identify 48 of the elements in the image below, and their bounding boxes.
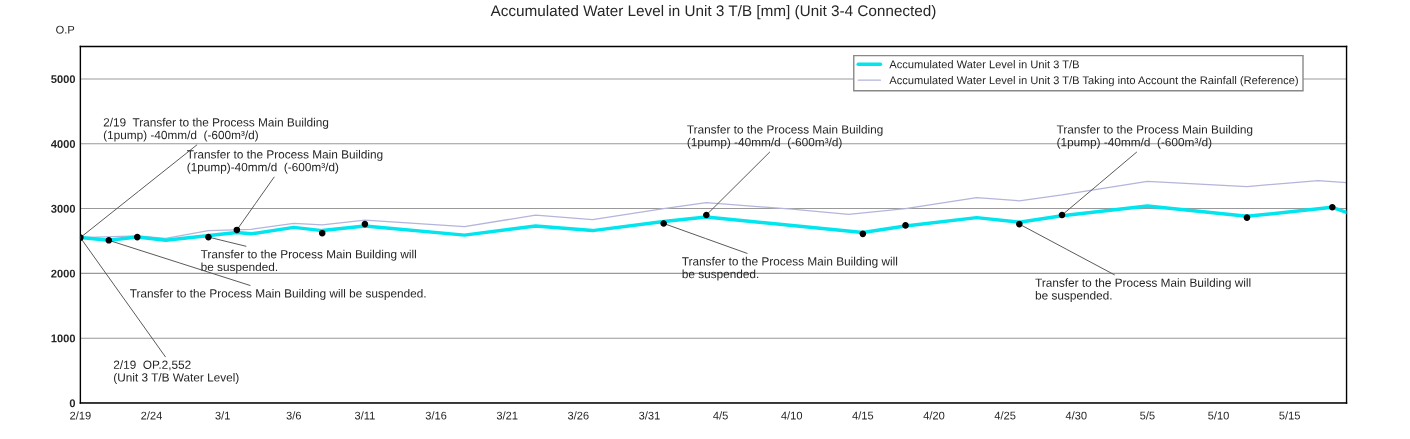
x-tick-label: 3/11 (354, 411, 375, 420)
x-tick-label: 4/25 (994, 411, 1016, 420)
x-tick-label: 4/15 (852, 411, 874, 420)
point (318, 229, 326, 237)
y-tick-label: 4000 (50, 140, 76, 148)
point (1243, 214, 1251, 221)
annotation: Transfer to the Process Main Building will be suspended. (130, 288, 426, 300)
x-tick-label: 4/20 (923, 411, 945, 420)
annotation: Transfer to the Process Main Building (1pump)-40mm/d (-600m³/d) (186, 149, 383, 174)
x-tick-label: 3/1 (215, 411, 230, 420)
x-tick-label: 3/16 (425, 411, 447, 420)
annotation: Transfer to the Process Main Building will be suspended. (1035, 278, 1251, 302)
y-tick-label: 0 (69, 399, 76, 408)
legend-label: Accumulated Water Level in Unit 3 T/B Taking into Account the Rainfall (Reference) (889, 76, 1298, 87)
point (1329, 203, 1336, 211)
x-tick-label: 2/24 (141, 411, 162, 420)
annotation: 2/19 OP.2,552 (Unit 3 T/B Water Level) (113, 360, 239, 384)
legend-label: Accumulated Water Level in Unit 3 T/B (889, 60, 1079, 69)
chart-title: Accumulated Water Level in Unit 3 T/B [mm] (Unit 3-4 Connected) (490, 4, 936, 20)
y-tick-label: 3000 (51, 204, 76, 213)
annotation: 2/19 Transfer to the Process Main Building (1pump) -40mm/d (-600m³/d) (103, 117, 329, 142)
x-tick-label: 3/31 (639, 411, 660, 420)
x-tick-label: 5/10 (1208, 411, 1229, 420)
point (859, 230, 867, 238)
annotation: Transfer to the Process Main Building (1pump) -40mm/d (-600m³/d) (687, 124, 883, 149)
y-axis-title: O.P (56, 25, 75, 34)
point (1016, 220, 1023, 228)
x-tick-label: 4/30 (1065, 411, 1087, 420)
annotation: Transfer to the Process Main Building will be suspended. (200, 249, 416, 274)
annotation: Transfer to the Process Main Building will be suspended. (682, 256, 898, 281)
point (660, 220, 667, 227)
point (233, 226, 241, 234)
point (902, 222, 909, 229)
x-tick-label: 3/26 (567, 411, 589, 420)
annotation: Transfer to the Process Main Building (1pump) -40mm/d (-600m³/d) (1056, 124, 1253, 149)
point (703, 211, 710, 219)
y-tick-label: 1000 (51, 334, 76, 343)
point (361, 220, 369, 228)
x-tick-label: 4/10 (781, 411, 803, 420)
x-tick-label: 2/19 (70, 411, 91, 420)
x-tick-label: 5/5 (1140, 411, 1155, 420)
y-tick-label: 5000 (51, 75, 76, 84)
x-tick-label: 3/21 (496, 411, 518, 420)
point (1058, 211, 1066, 219)
x-tick-label: 5/15 (1279, 411, 1300, 420)
y-tick-label: 2000 (51, 269, 76, 278)
x-tick-label: 4/5 (713, 411, 728, 420)
x-tick-label: 3/6 (286, 411, 302, 420)
